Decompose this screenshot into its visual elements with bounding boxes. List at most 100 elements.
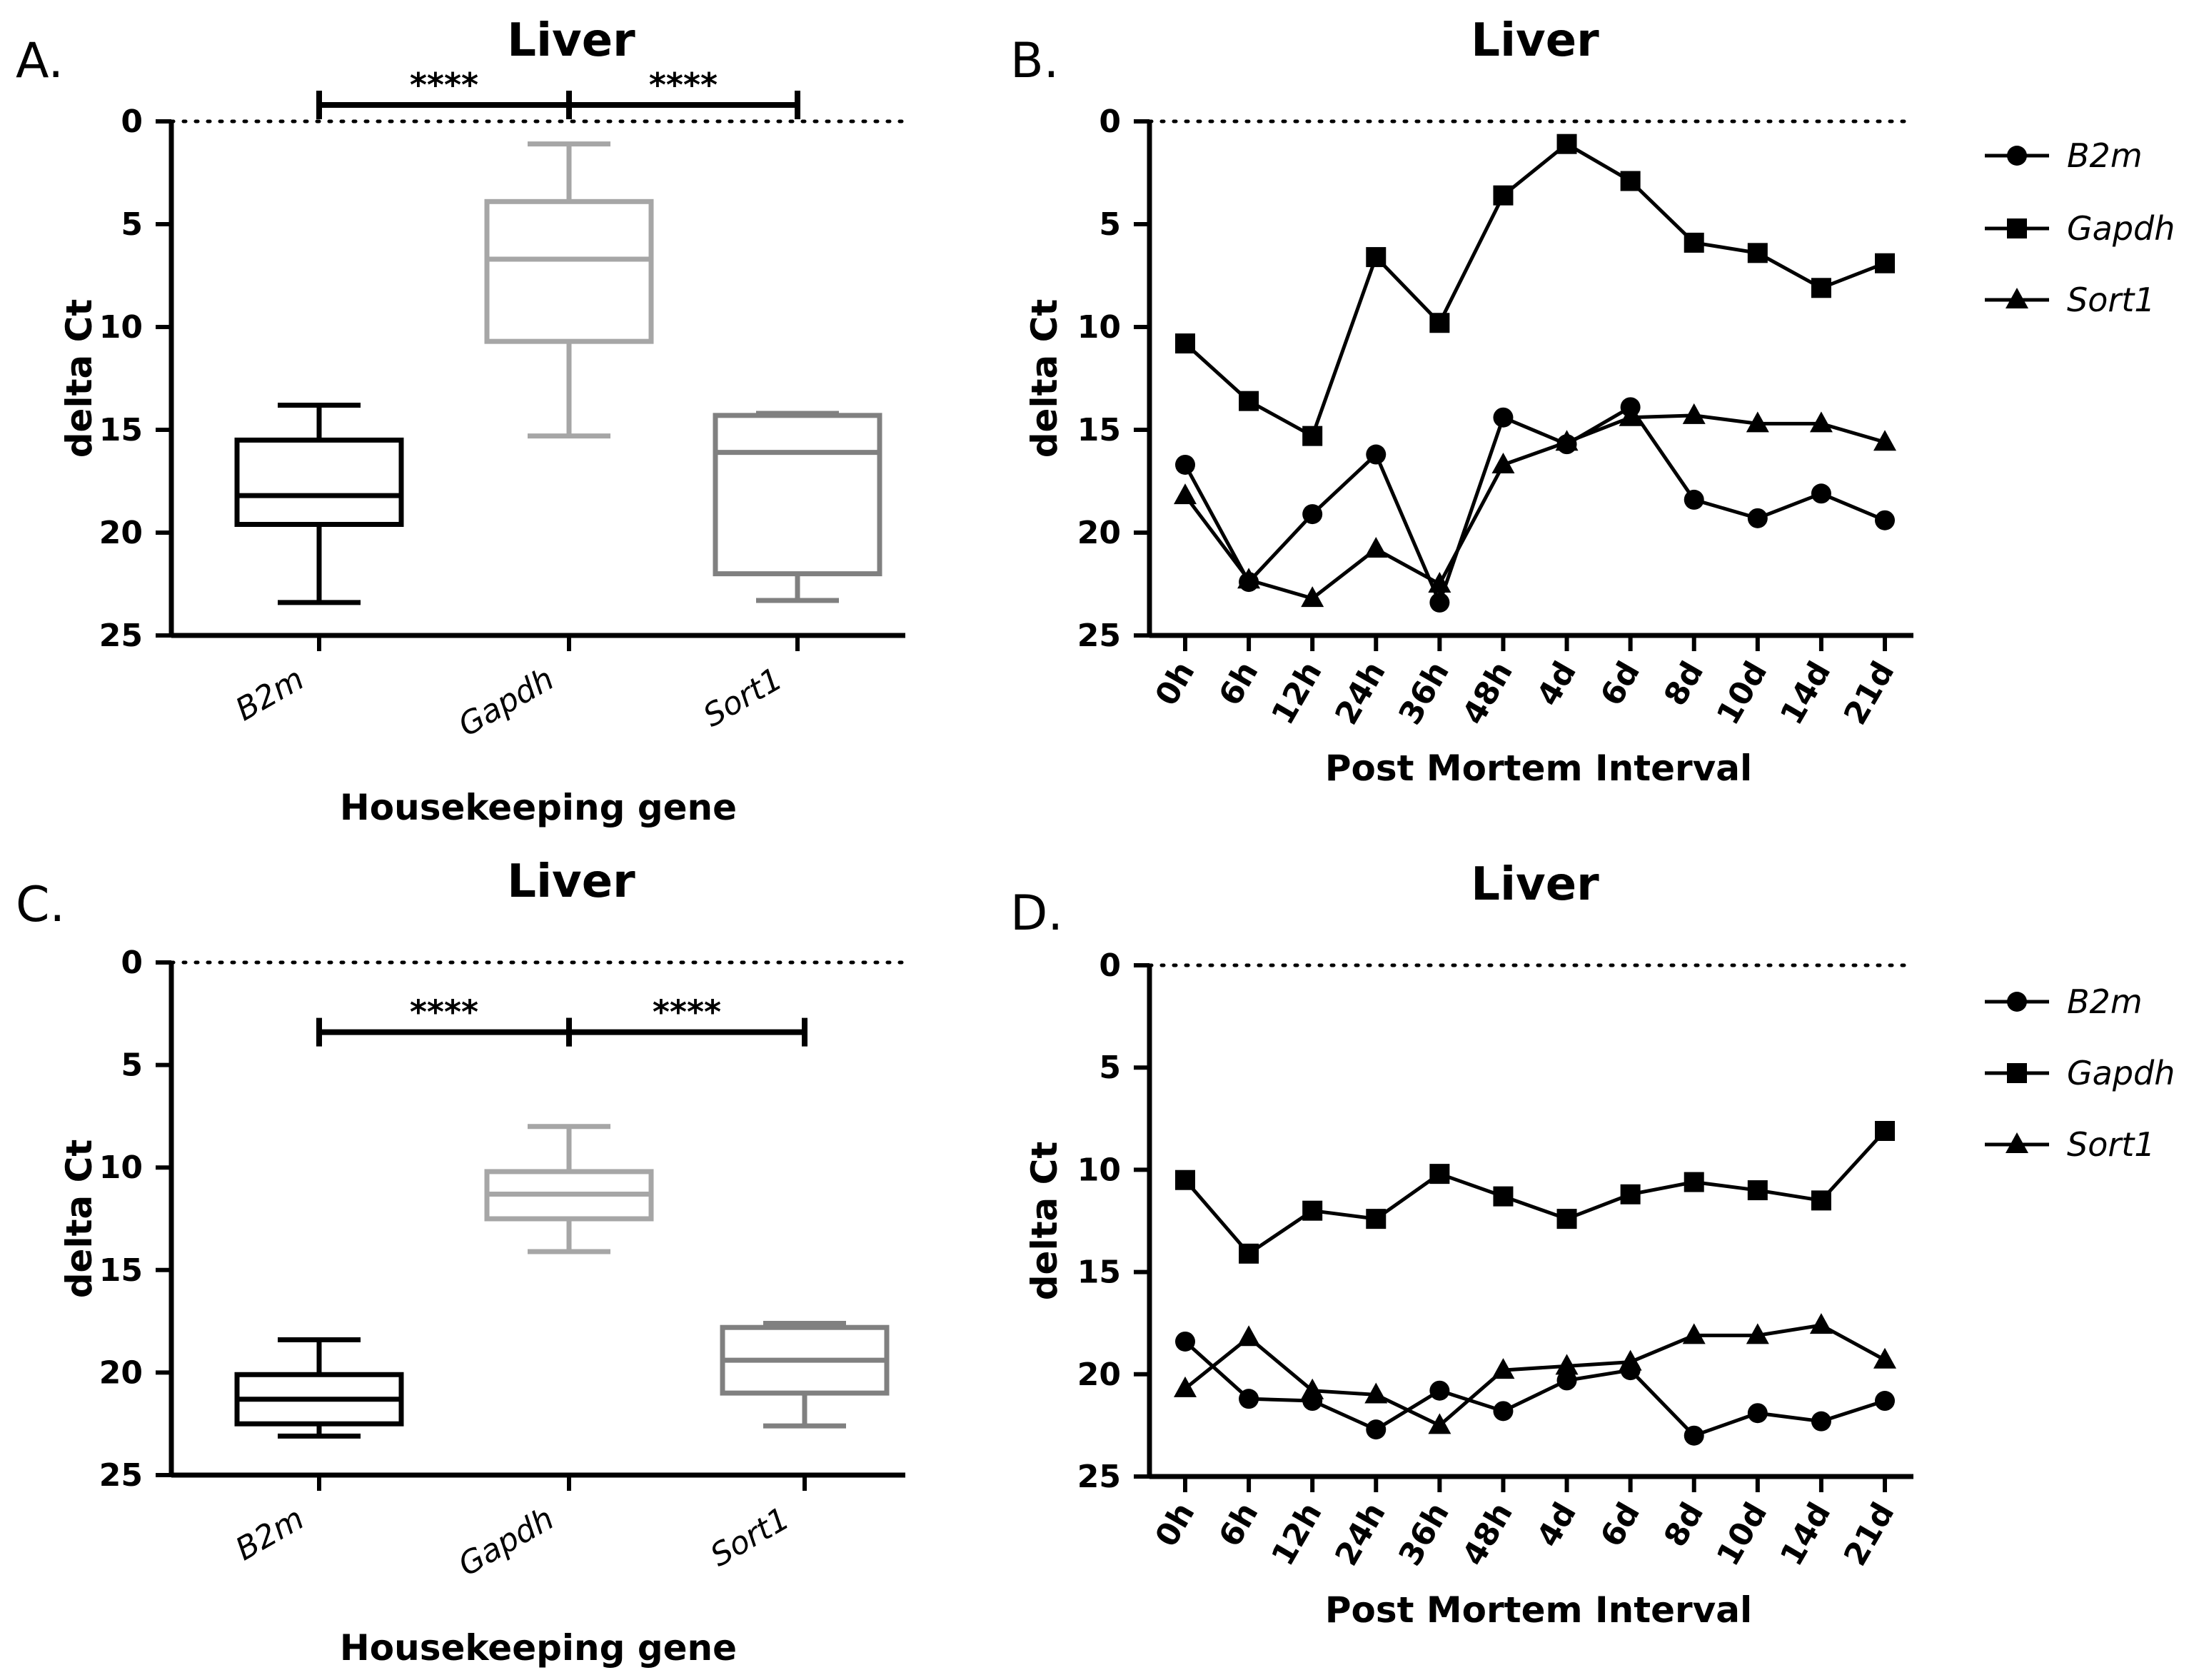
data-point [1873, 1347, 1896, 1369]
x-tick-label: 36h [1392, 1497, 1456, 1572]
x-tick-label: 14d [1773, 655, 1838, 731]
y-tick-label: 20 [1077, 515, 1121, 551]
data-point [1175, 1331, 1195, 1352]
legend-marker [2006, 288, 2028, 308]
data-point [1429, 313, 1450, 333]
significance-label: **** [649, 66, 718, 104]
data-point [1302, 1200, 1323, 1221]
data-point [1302, 426, 1323, 446]
y-tick-label: 5 [1099, 1050, 1121, 1086]
data-point [1811, 1411, 1831, 1432]
y-tick-label: 25 [1077, 1459, 1121, 1495]
data-point [1875, 253, 1895, 273]
box-b2m [234, 1337, 404, 1439]
x-tick-label: 48h [1456, 1497, 1520, 1572]
x-tick-label: 8d [1657, 1497, 1711, 1553]
x-axis-label: Post Mortem Interval [1325, 1589, 1752, 1631]
y-axis-label: delta Ct [59, 299, 100, 458]
panel-letter: A. [16, 33, 64, 89]
box-sort1 [720, 1320, 890, 1429]
y-tick-label: 25 [99, 1457, 143, 1494]
x-tick-label: 24h [1328, 655, 1392, 731]
data-point [1491, 452, 1515, 473]
data-point [1555, 430, 1579, 451]
chart-title: Liver [507, 14, 635, 67]
legend-label: Sort1 [2067, 1125, 2155, 1164]
x-axis-label: Housekeeping gene [340, 1627, 737, 1669]
x-tick-label: 14d [1773, 1497, 1838, 1572]
y-tick-label: 25 [99, 618, 143, 654]
data-point [1174, 483, 1197, 505]
x-tick-label: 12h [1264, 1497, 1329, 1572]
x-tick-label: 10d [1710, 1497, 1775, 1572]
data-point [1239, 1243, 1259, 1264]
data-point [1620, 171, 1641, 191]
y-tick-label: 0 [1099, 947, 1121, 984]
legend-entry-sort1: Sort1 [1985, 281, 2155, 319]
legend-entry-b2m: B2m [1985, 982, 2143, 1021]
y-tick-label: 10 [99, 309, 143, 346]
series-gapdh [1175, 1120, 1895, 1264]
y-tick-label: 0 [1099, 104, 1121, 140]
y-axis-label: delta Ct [59, 1140, 100, 1299]
data-point [1811, 278, 1831, 298]
data-point [1809, 411, 1833, 433]
y-axis-label: delta Ct [1024, 1142, 1065, 1301]
x-tick-label: 6h [1212, 1497, 1265, 1553]
data-point [1428, 1413, 1451, 1434]
x-tick-label: B2m [229, 660, 310, 728]
x-tick-label: 24h [1328, 1497, 1392, 1572]
legend-entry-sort1: Sort1 [1985, 1125, 2155, 1164]
data-point [1620, 1184, 1641, 1204]
data-point [1239, 1389, 1259, 1409]
x-tick-label: Gapdh [453, 1500, 560, 1584]
data-point [1682, 1323, 1706, 1344]
box-iqr [234, 437, 404, 527]
series-sort1 [1174, 403, 1896, 608]
data-point [1175, 1170, 1195, 1190]
x-tick-label: 21d [1837, 655, 1902, 731]
panel-c: Liver C. 0 5 10 15 20 25 delta Ct Housekeeping ge… [16, 855, 907, 1669]
data-point [1682, 403, 1706, 424]
y-tick-label: 20 [1077, 1357, 1121, 1393]
x-tick-label: 0h [1148, 1497, 1202, 1553]
data-point [1556, 1209, 1577, 1229]
x-tick-label: 10d [1710, 655, 1775, 731]
data-point [1175, 333, 1195, 354]
data-point [1493, 407, 1514, 428]
y-tick-label: 25 [1077, 618, 1121, 654]
legend-label: B2m [2067, 982, 2143, 1021]
panel-letter: C. [16, 877, 65, 933]
data-point [1429, 1380, 1450, 1401]
y-tick-label: 20 [99, 515, 143, 551]
data-point [1239, 391, 1259, 411]
data-point [1175, 454, 1195, 475]
data-point [1556, 1370, 1577, 1391]
legend-entry-b2m: B2m [1985, 136, 2143, 175]
significance-label: **** [410, 993, 478, 1032]
y-tick-label: 0 [121, 945, 143, 981]
data-point [1684, 1172, 1704, 1192]
legend-marker [2007, 218, 2027, 238]
significance-bar: **** [566, 66, 800, 119]
data-point [1684, 489, 1704, 510]
legend-marker [2007, 1063, 2027, 1083]
data-point [1302, 504, 1323, 525]
data-point [1493, 185, 1514, 206]
legend-label: B2m [2067, 136, 2143, 175]
data-point [1364, 537, 1388, 558]
x-tick-label: 4d [1530, 1497, 1584, 1553]
series-gapdh [1175, 134, 1895, 446]
box-gapdh [484, 1124, 654, 1254]
significance-label: **** [653, 993, 721, 1032]
series-line [1184, 141, 1886, 439]
x-tick-label: B2m [229, 1500, 310, 1568]
data-point [1684, 232, 1704, 253]
legend-entry-gapdh: Gapdh [1985, 209, 2175, 248]
x-tick-label: 8d [1657, 655, 1711, 712]
series-line [1184, 1340, 1886, 1438]
data-point [1684, 1425, 1704, 1446]
series-line [1184, 1323, 1886, 1428]
data-point [1366, 1209, 1387, 1229]
data-point [1364, 1382, 1388, 1404]
